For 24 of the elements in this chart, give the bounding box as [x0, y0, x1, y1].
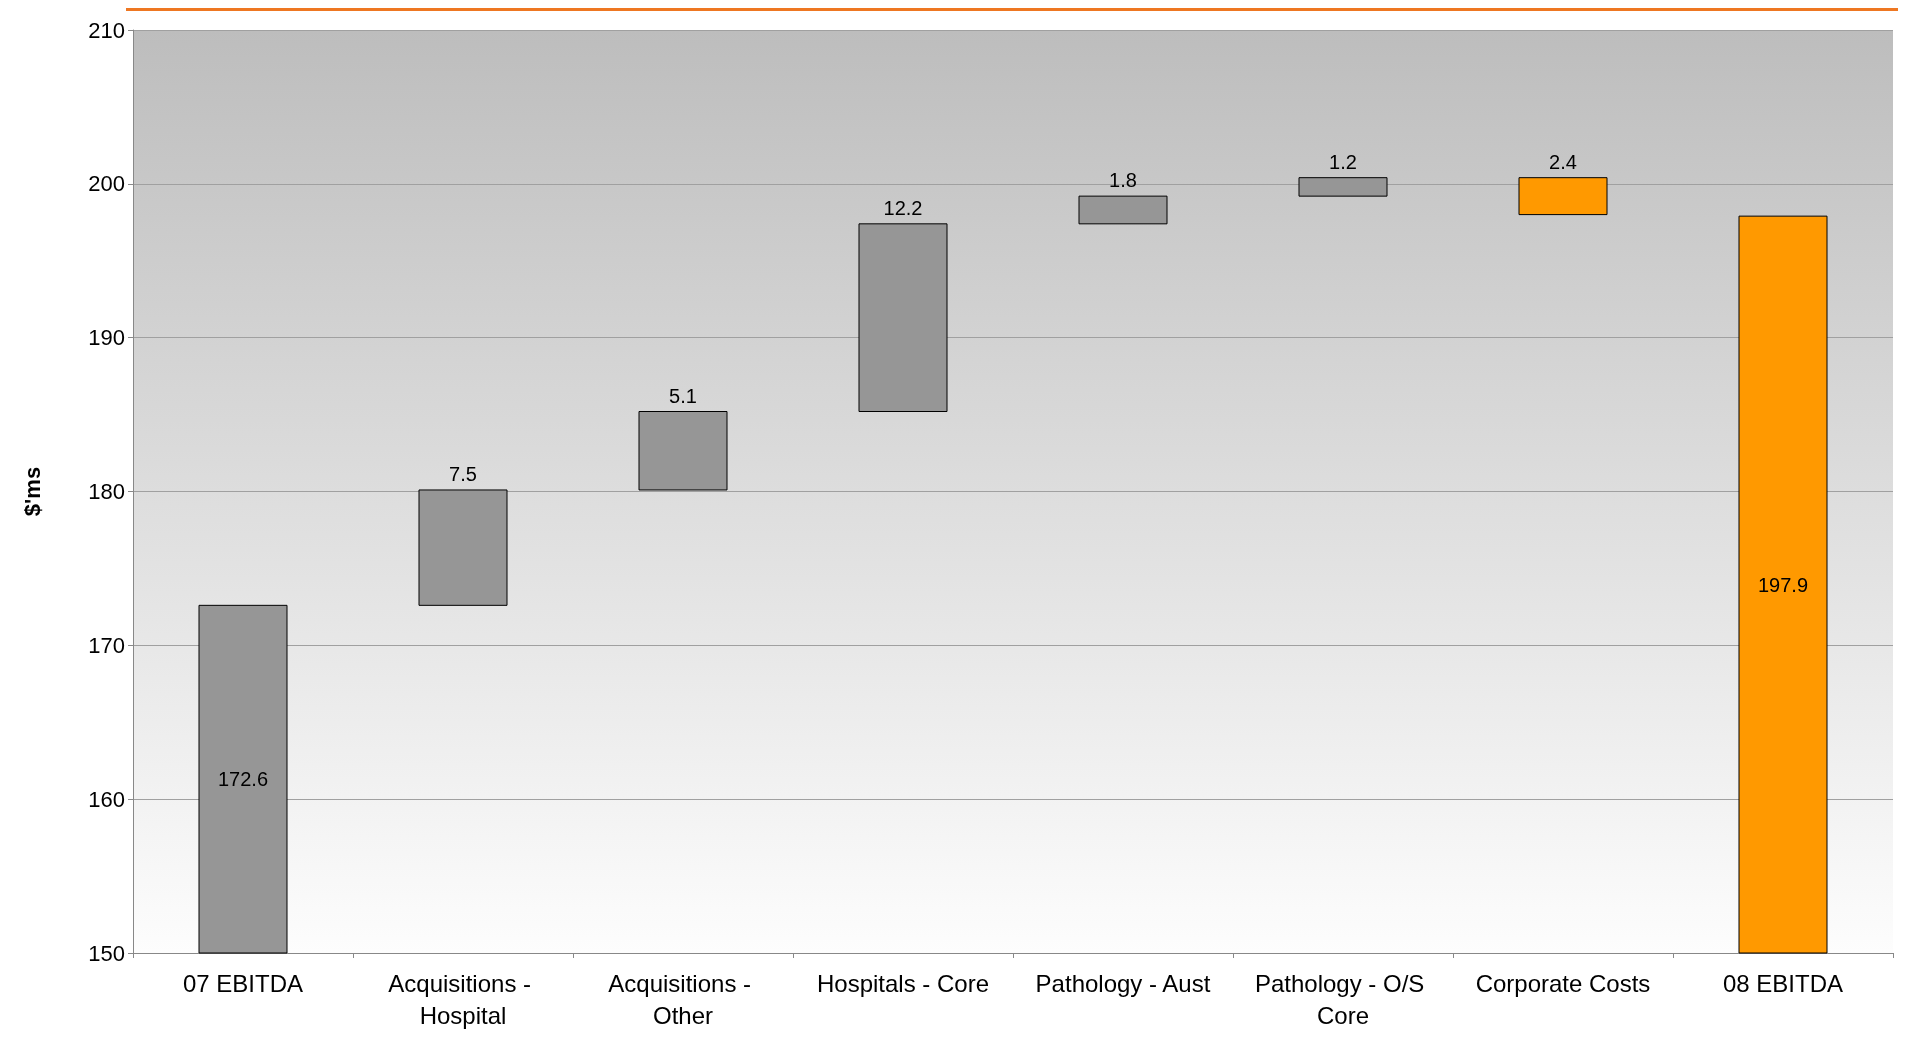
y-tick-label: 160 — [88, 786, 125, 812]
data-label: 7.5 — [449, 462, 477, 485]
y-tick-label: 190 — [88, 325, 125, 351]
data-label: 12.2 — [883, 196, 923, 219]
y-tick-label: 210 — [88, 17, 125, 43]
data-label: 172.6 — [217, 768, 269, 791]
y-axis-title: $'ms — [19, 466, 45, 517]
x-tick-label: 08 EBITDA — [1722, 969, 1844, 997]
y-tick-label: 170 — [88, 632, 125, 658]
data-label: 1.8 — [1109, 169, 1137, 192]
x-tick-label: Acquisitions - Other — [608, 969, 758, 1029]
x-tick-label: 07 EBITDA — [182, 969, 304, 997]
y-tick-label: 200 — [88, 171, 125, 197]
y-tick-label: 150 — [88, 940, 125, 966]
x-tick-label: Pathology - O/S Core — [1254, 969, 1432, 1029]
x-tick-label: Hospitals - Core — [816, 969, 990, 997]
x-tick-label: Pathology - Aust — [1035, 969, 1211, 997]
y-tick-label: 180 — [88, 479, 125, 504]
data-label: 197.9 — [1757, 573, 1809, 596]
data-label: 5.1 — [669, 384, 697, 407]
data-label: 2.4 — [1549, 150, 1577, 173]
x-tick-label: Acquisitions - Hospital — [388, 969, 538, 1029]
data-label: 1.2 — [1329, 150, 1357, 173]
x-tick-label: Corporate Costs — [1475, 969, 1651, 997]
